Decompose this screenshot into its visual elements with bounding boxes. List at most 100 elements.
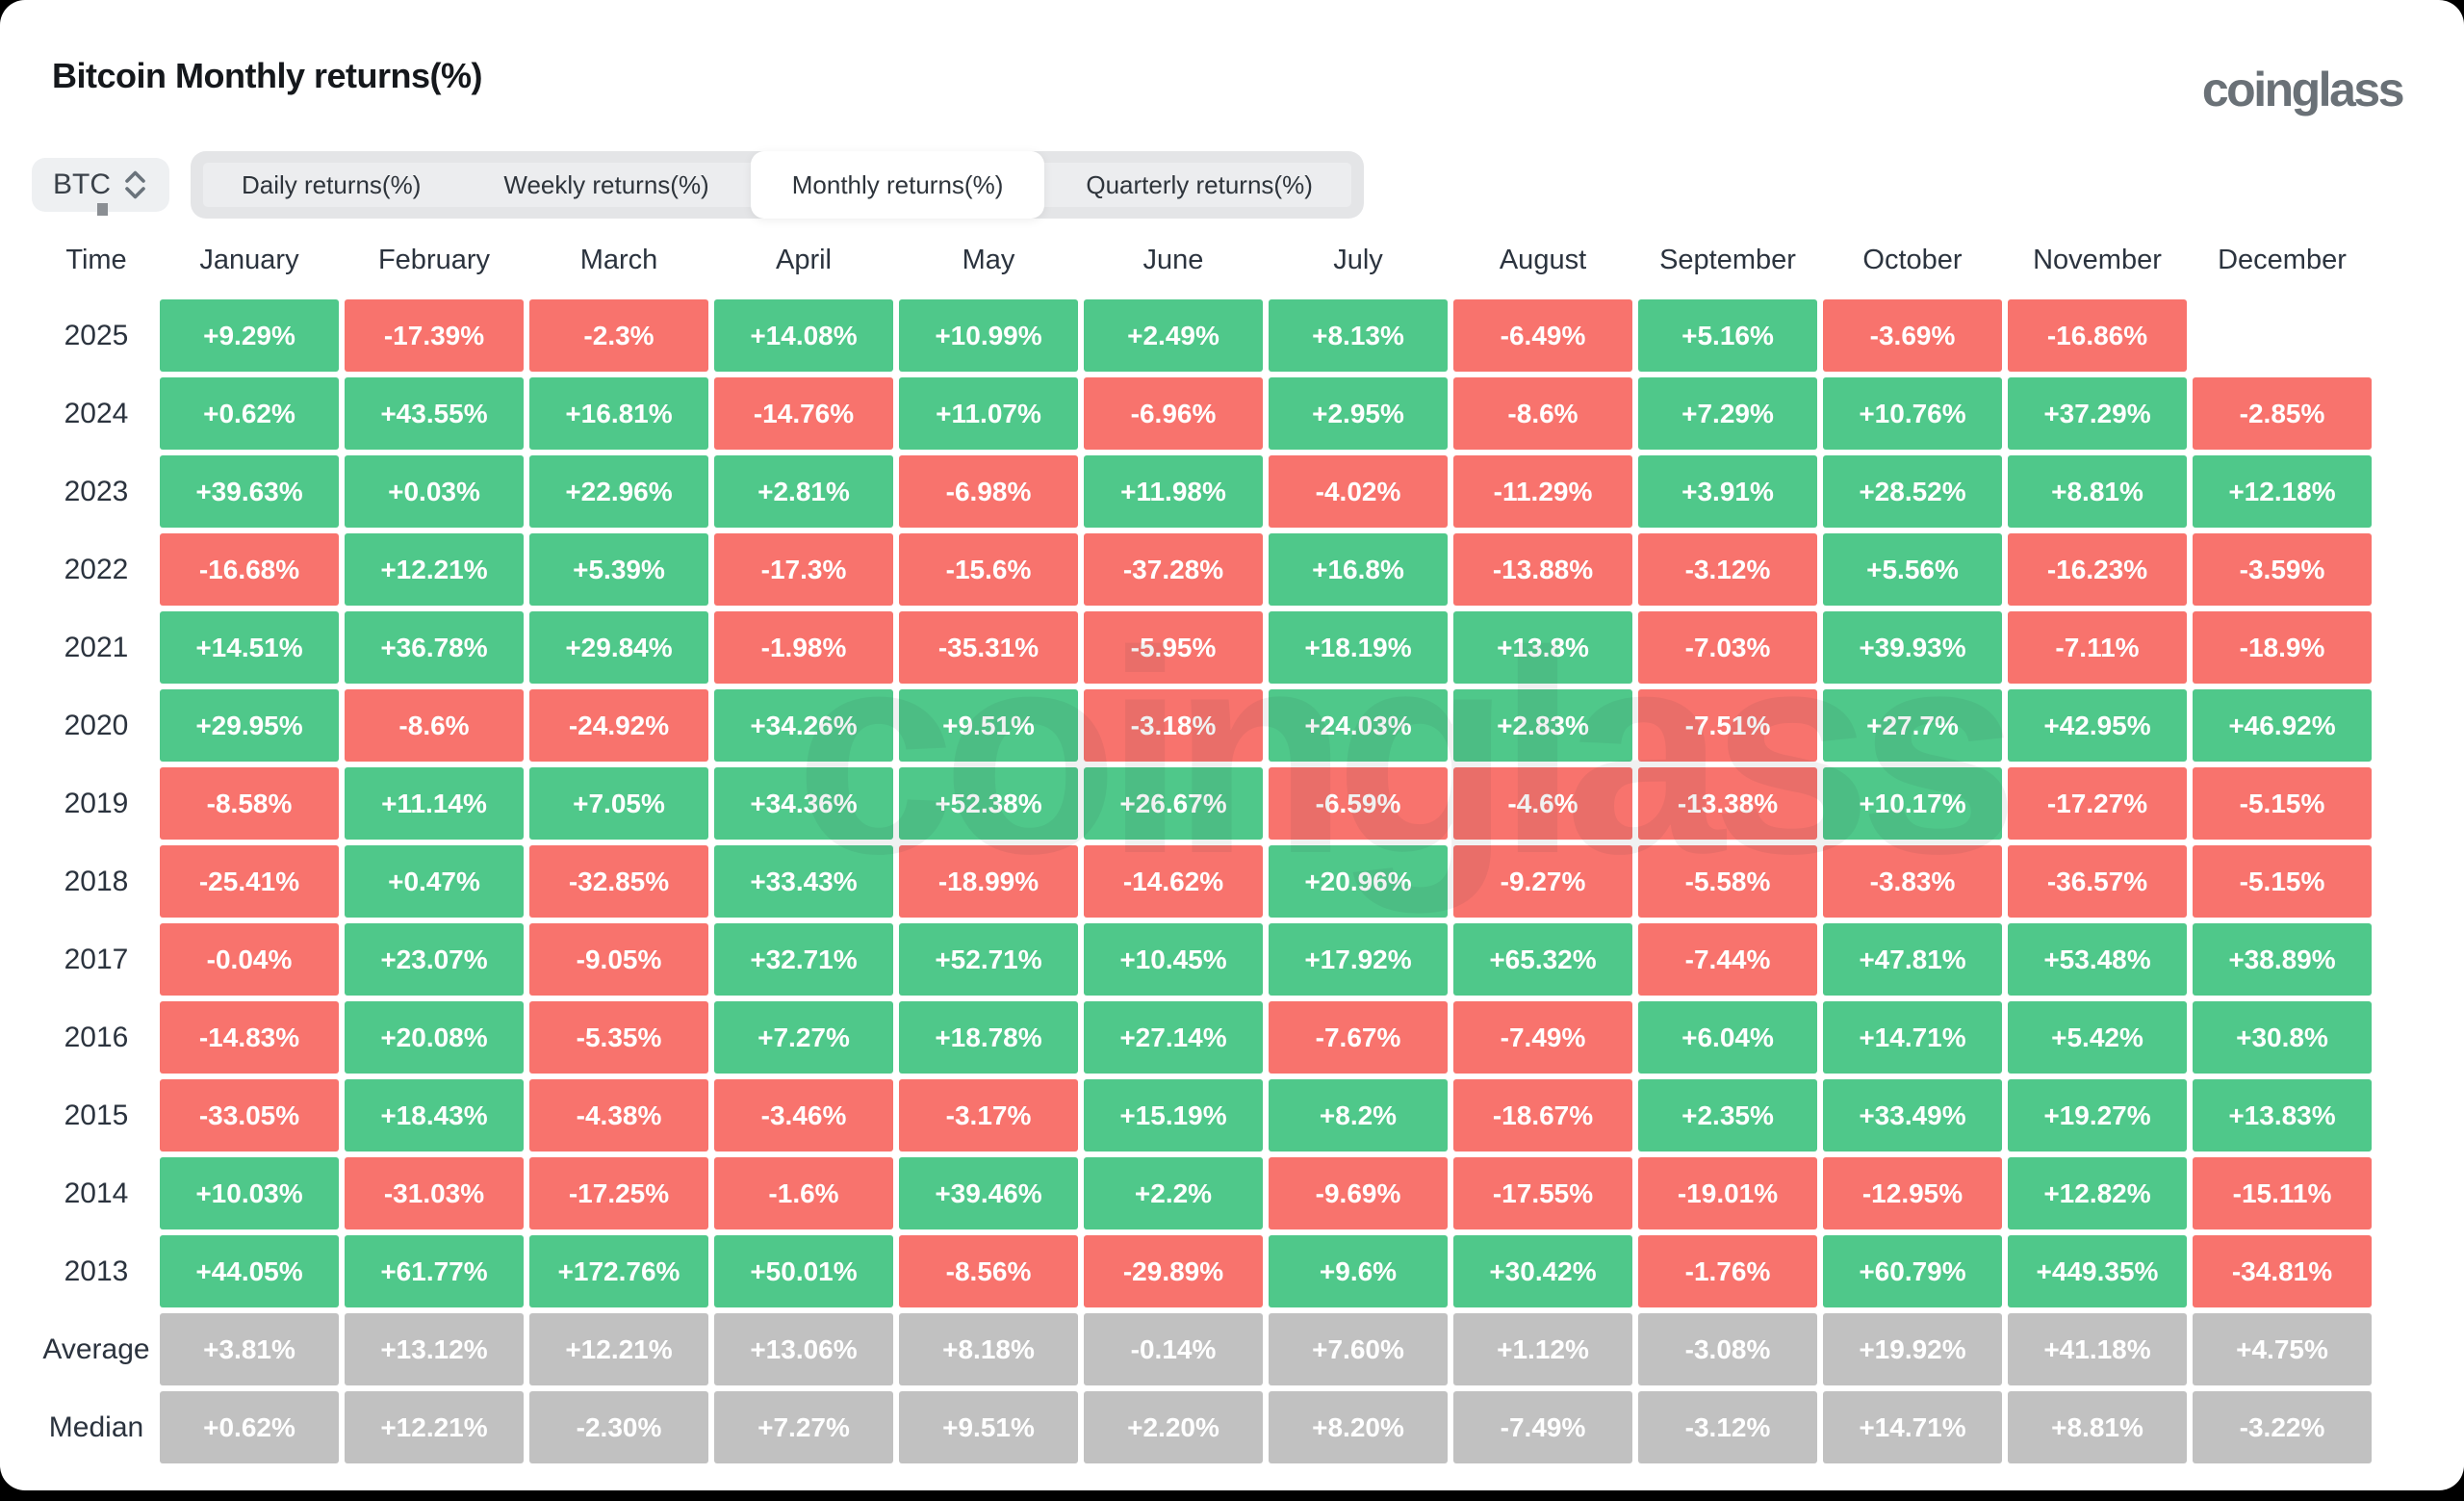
return-cell: +46.92% (2193, 689, 2372, 762)
return-cell: +1.12% (1453, 1313, 1632, 1385)
return-cell: -6.59% (1269, 767, 1448, 840)
return-cell: +43.55% (345, 377, 524, 450)
month-header: September (1659, 244, 1796, 275)
row-label: 2022 (64, 553, 129, 585)
row-label: Median (48, 1410, 144, 1443)
return-cell: -32.85% (529, 845, 708, 918)
return-cell: +18.78% (899, 1001, 1078, 1074)
return-cell: +19.27% (2008, 1079, 2187, 1152)
return-cell: +34.26% (714, 689, 893, 762)
return-cell: +5.42% (2008, 1001, 2187, 1074)
return-cell: -9.69% (1269, 1157, 1448, 1229)
return-cell: +4.75% (2193, 1313, 2372, 1385)
return-cell: +27.7% (1823, 689, 2002, 762)
page-title: Bitcoin Monthly returns(%) (52, 56, 482, 95)
return-cell: +15.19% (1084, 1079, 1263, 1152)
return-cell: +22.96% (529, 455, 708, 528)
return-cell: -31.03% (345, 1157, 524, 1229)
return-cell: -1.98% (714, 611, 893, 684)
return-cell: +14.71% (1823, 1391, 2002, 1463)
return-cell: -18.9% (2193, 611, 2372, 684)
return-cell: -7.51% (1638, 689, 1817, 762)
return-cell: +39.93% (1823, 611, 2002, 684)
return-cell: +13.83% (2193, 1079, 2372, 1152)
return-cell: -18.67% (1453, 1079, 1632, 1152)
returns-tab-bar: Daily returns(%) Weekly returns(%) Monthly… (191, 151, 1364, 219)
row-label: 2024 (64, 397, 129, 429)
updown-chevron-icon (122, 168, 148, 202)
return-cell: +13.12% (345, 1313, 524, 1385)
return-cell: -0.04% (160, 923, 339, 996)
return-cell: -5.15% (2193, 845, 2372, 918)
return-cell: -36.57% (2008, 845, 2187, 918)
return-cell: -5.95% (1084, 611, 1263, 684)
return-cell: +10.45% (1084, 923, 1263, 996)
return-cell: -3.69% (1823, 299, 2002, 372)
tab-daily-returns[interactable]: Daily returns(%) (242, 169, 422, 199)
return-cell: -2.85% (2193, 377, 2372, 450)
return-cell: +0.47% (345, 845, 524, 918)
return-cell: -3.12% (1638, 1391, 1817, 1463)
return-cell: +7.27% (714, 1391, 893, 1463)
return-cell: +10.76% (1823, 377, 2002, 450)
return-cell: +12.82% (2008, 1157, 2187, 1229)
return-cell: +39.63% (160, 455, 339, 528)
return-cell: +52.71% (899, 923, 1078, 996)
return-cell: +28.52% (1823, 455, 2002, 528)
return-cell: +8.81% (2008, 1391, 2187, 1463)
return-cell: -29.89% (1084, 1235, 1263, 1307)
return-cell: -7.49% (1453, 1391, 1632, 1463)
return-cell: +6.04% (1638, 1001, 1817, 1074)
return-cell: +18.43% (345, 1079, 524, 1152)
return-cell: +11.98% (1084, 455, 1263, 528)
return-cell: +7.05% (529, 767, 708, 840)
return-cell: +42.95% (2008, 689, 2187, 762)
tab-weekly-returns[interactable]: Weekly returns(%) (503, 169, 709, 199)
return-cell: -1.6% (714, 1157, 893, 1229)
return-cell: +9.51% (899, 1391, 1078, 1463)
return-cell: +8.2% (1269, 1079, 1448, 1152)
tab-quarterly-returns[interactable]: Quarterly returns(%) (1086, 169, 1313, 199)
return-cell: +12.21% (345, 533, 524, 606)
return-cell: +14.51% (160, 611, 339, 684)
return-cell: -17.25% (529, 1157, 708, 1229)
return-cell: +10.17% (1823, 767, 2002, 840)
return-cell: -13.88% (1453, 533, 1632, 606)
return-cell: +5.39% (529, 533, 708, 606)
return-cell: -3.59% (2193, 533, 2372, 606)
return-cell: +8.13% (1269, 299, 1448, 372)
tab-monthly-returns[interactable]: Monthly returns(%) (750, 151, 1045, 219)
return-cell: -14.62% (1084, 845, 1263, 918)
return-cell: -3.08% (1638, 1313, 1817, 1385)
return-cell: -17.27% (2008, 767, 2187, 840)
return-cell: -17.3% (714, 533, 893, 606)
return-cell: +52.38% (899, 767, 1078, 840)
return-cell: +12.21% (345, 1391, 524, 1463)
symbol-selector[interactable]: BTC (32, 158, 169, 216)
return-cell: -19.01% (1638, 1157, 1817, 1229)
return-cell: -1.76% (1638, 1235, 1817, 1307)
return-cell: -9.05% (529, 923, 708, 996)
return-cell: +32.71% (714, 923, 893, 996)
return-cell: +33.43% (714, 845, 893, 918)
return-cell: +9.6% (1269, 1235, 1448, 1307)
return-cell: -3.22% (2193, 1391, 2372, 1463)
row-label: 2025 (64, 319, 129, 351)
return-cell: -6.96% (1084, 377, 1263, 450)
return-cell: +8.18% (899, 1313, 1078, 1385)
month-header: December (2218, 244, 2347, 275)
return-cell: +61.77% (345, 1235, 524, 1307)
return-cell: +20.08% (345, 1001, 524, 1074)
return-cell: +53.48% (2008, 923, 2187, 996)
return-cell: +38.89% (2193, 923, 2372, 996)
month-header: January (199, 244, 299, 275)
return-cell: -14.83% (160, 1001, 339, 1074)
return-cell: +0.62% (160, 1391, 339, 1463)
time-column-header: Time (65, 244, 127, 275)
return-cell: +9.51% (899, 689, 1078, 762)
return-cell: +11.07% (899, 377, 1078, 450)
return-cell: -3.12% (1638, 533, 1817, 606)
return-cell: +9.29% (160, 299, 339, 372)
return-cell: -6.98% (899, 455, 1078, 528)
